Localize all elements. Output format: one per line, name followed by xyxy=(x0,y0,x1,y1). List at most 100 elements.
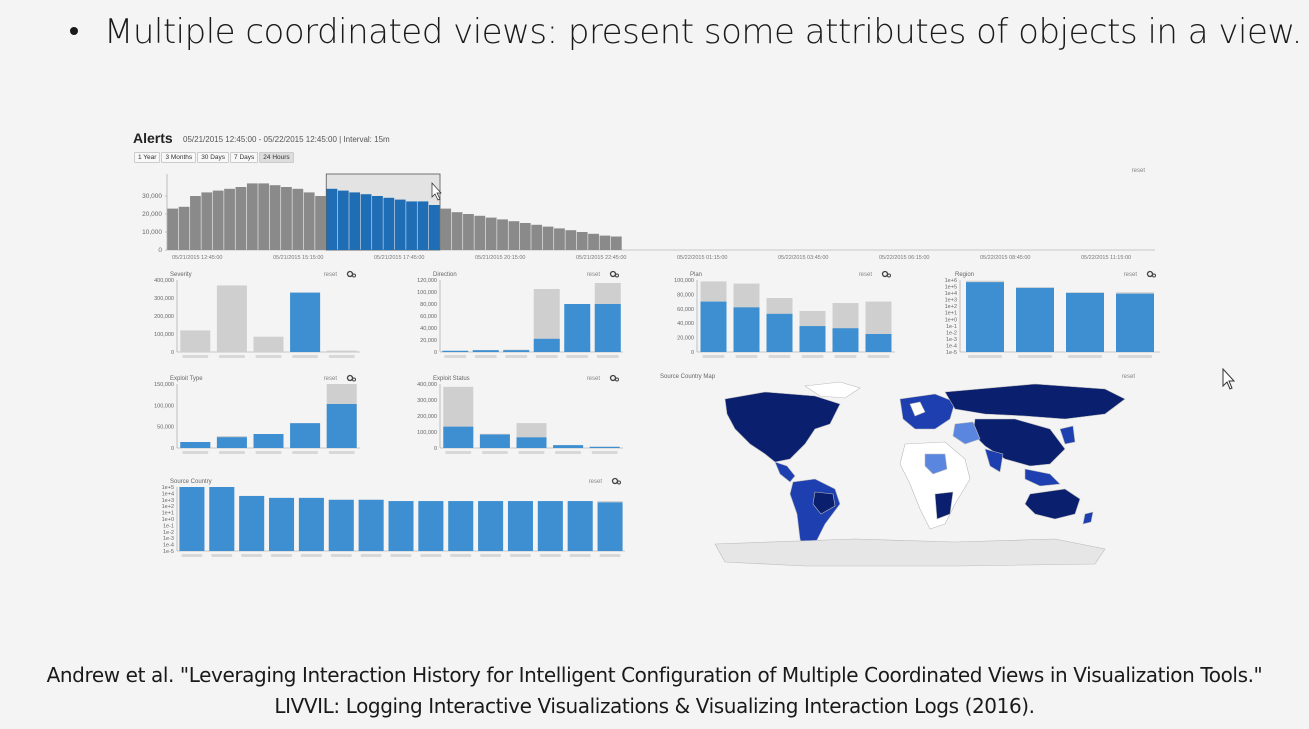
exploit-status-bar-selected[interactable] xyxy=(553,445,584,448)
timeline-bar[interactable] xyxy=(394,199,406,250)
timeline-bar[interactable] xyxy=(440,208,452,250)
map-china[interactable] xyxy=(972,418,1066,467)
source-country-bar-selected[interactable] xyxy=(269,497,295,551)
map-reset-link[interactable]: reset xyxy=(1122,374,1136,380)
timeline-bar[interactable] xyxy=(485,217,497,250)
source-country-bar-selected[interactable] xyxy=(418,501,444,551)
map-russia[interactable] xyxy=(944,383,1126,420)
timeline-bar[interactable] xyxy=(269,185,281,250)
timeline-bar[interactable] xyxy=(337,190,349,250)
map-antarctica[interactable] xyxy=(714,538,1106,567)
source-country-bar-selected[interactable] xyxy=(358,499,384,551)
timeline-reset-link[interactable]: reset xyxy=(1132,168,1146,174)
source-country-bar-selected[interactable] xyxy=(388,501,414,551)
source-country-map[interactable]: Source Country Map reset xyxy=(660,374,1136,567)
timeline-bar[interactable] xyxy=(576,232,588,250)
map-southeast-asia[interactable] xyxy=(1024,468,1061,487)
exploit-status-reset-link[interactable]: reset xyxy=(587,376,601,382)
exploit-type-bar-selected[interactable] xyxy=(253,434,284,448)
timeline-bar[interactable] xyxy=(246,183,258,250)
source-country-bar-selected[interactable] xyxy=(239,495,265,551)
map-europe[interactable] xyxy=(899,393,956,430)
map-central-america[interactable] xyxy=(774,461,796,483)
direction-bar-selected[interactable] xyxy=(472,350,499,352)
region-reset-link[interactable]: reset xyxy=(1124,272,1138,278)
exploit-status-bar-selected[interactable] xyxy=(516,437,547,448)
region-bar-selected[interactable] xyxy=(1116,293,1154,352)
range-button-4[interactable]: 24 Hours xyxy=(259,152,294,163)
map-middle-east[interactable] xyxy=(952,421,981,445)
direction-bar-selected[interactable] xyxy=(564,304,591,352)
timeline-bar[interactable] xyxy=(201,192,213,250)
gear-icon[interactable] xyxy=(346,374,356,382)
source-country-reset-link[interactable]: reset xyxy=(589,479,603,485)
gear-icon[interactable] xyxy=(611,477,621,485)
direction-bar-selected[interactable] xyxy=(503,350,530,352)
timeline-bar[interactable] xyxy=(360,194,372,250)
timeline-bar[interactable] xyxy=(383,197,395,250)
timeline-bar[interactable] xyxy=(406,201,417,250)
timeline-bar[interactable] xyxy=(417,201,429,250)
plan-bar-selected[interactable] xyxy=(700,301,727,352)
timeline-bar[interactable] xyxy=(372,196,383,250)
plan-bar-selected[interactable] xyxy=(733,307,760,352)
direction-bar-selected[interactable] xyxy=(533,338,560,352)
plan-bar-selected[interactable] xyxy=(832,328,859,352)
source-country-bar-selected[interactable] xyxy=(507,501,533,551)
map-brazil[interactable] xyxy=(812,491,836,515)
timeline-bar[interactable] xyxy=(258,183,270,250)
severity-bar-total[interactable] xyxy=(180,330,211,352)
map-europe-gap[interactable] xyxy=(909,401,926,417)
timeline-bar[interactable] xyxy=(463,214,474,250)
timeline-bar[interactable] xyxy=(167,208,179,250)
gear-icon[interactable] xyxy=(1146,270,1156,278)
range-button-3[interactable]: 7 Days xyxy=(230,152,259,163)
timeline-bar[interactable] xyxy=(565,230,577,250)
map-south-africa[interactable] xyxy=(934,491,954,520)
source-country-bar-selected[interactable] xyxy=(209,487,235,551)
timeline-bar[interactable] xyxy=(588,233,599,250)
source-country-bar-selected[interactable] xyxy=(448,501,474,551)
severity-reset-link[interactable]: reset xyxy=(324,272,338,278)
source-country-bar-selected[interactable] xyxy=(328,499,354,551)
timeline-bar[interactable] xyxy=(599,235,611,250)
timeline-bar[interactable] xyxy=(281,187,292,250)
gear-icon[interactable] xyxy=(346,270,356,278)
exploit-status-bar-selected[interactable] xyxy=(479,434,510,448)
source-country-bar-selected[interactable] xyxy=(597,502,623,551)
source-country-bar-selected[interactable] xyxy=(567,501,593,551)
gear-icon[interactable] xyxy=(609,374,619,382)
map-north-africa[interactable] xyxy=(924,453,948,475)
map-greenland[interactable] xyxy=(804,381,861,399)
source-country-bar-selected[interactable] xyxy=(179,487,205,551)
timeline-bar[interactable] xyxy=(554,228,565,250)
timeline-bar[interactable] xyxy=(497,219,508,250)
exploit-type-bar-selected[interactable] xyxy=(216,437,247,448)
exploit-type-reset-link[interactable]: reset xyxy=(324,376,338,382)
source-country-bar-selected[interactable] xyxy=(298,497,324,551)
gear-icon[interactable] xyxy=(881,270,891,278)
timeline-bar[interactable] xyxy=(235,187,247,250)
severity-bar-selected[interactable] xyxy=(290,292,321,352)
direction-reset-link[interactable]: reset xyxy=(587,272,601,278)
exploit-status-bar-selected[interactable] xyxy=(443,426,474,448)
source-country-bar-selected[interactable] xyxy=(478,501,504,551)
severity-bar-total[interactable] xyxy=(216,285,247,352)
severity-bar-total[interactable] xyxy=(253,336,284,352)
timeline-bar[interactable] xyxy=(178,206,190,250)
timeline-bar[interactable] xyxy=(292,188,304,250)
map-australia[interactable] xyxy=(1024,488,1081,520)
severity-bar-total[interactable] xyxy=(326,350,357,352)
plan-reset-link[interactable]: reset xyxy=(859,272,873,278)
timeline-bar[interactable] xyxy=(349,192,361,250)
direction-bar-selected[interactable] xyxy=(594,304,621,352)
direction-bar-selected[interactable] xyxy=(442,350,469,352)
timeline-bar[interactable] xyxy=(303,192,315,250)
map-new-zealand[interactable] xyxy=(1082,511,1094,525)
range-button-1[interactable]: 3 Months xyxy=(161,152,197,163)
timeline-bar[interactable] xyxy=(224,188,235,250)
gear-icon[interactable] xyxy=(609,270,619,278)
exploit-type-bar-selected[interactable] xyxy=(180,442,211,448)
timeline-bar[interactable] xyxy=(326,188,338,250)
timeline-bar[interactable] xyxy=(531,224,543,250)
